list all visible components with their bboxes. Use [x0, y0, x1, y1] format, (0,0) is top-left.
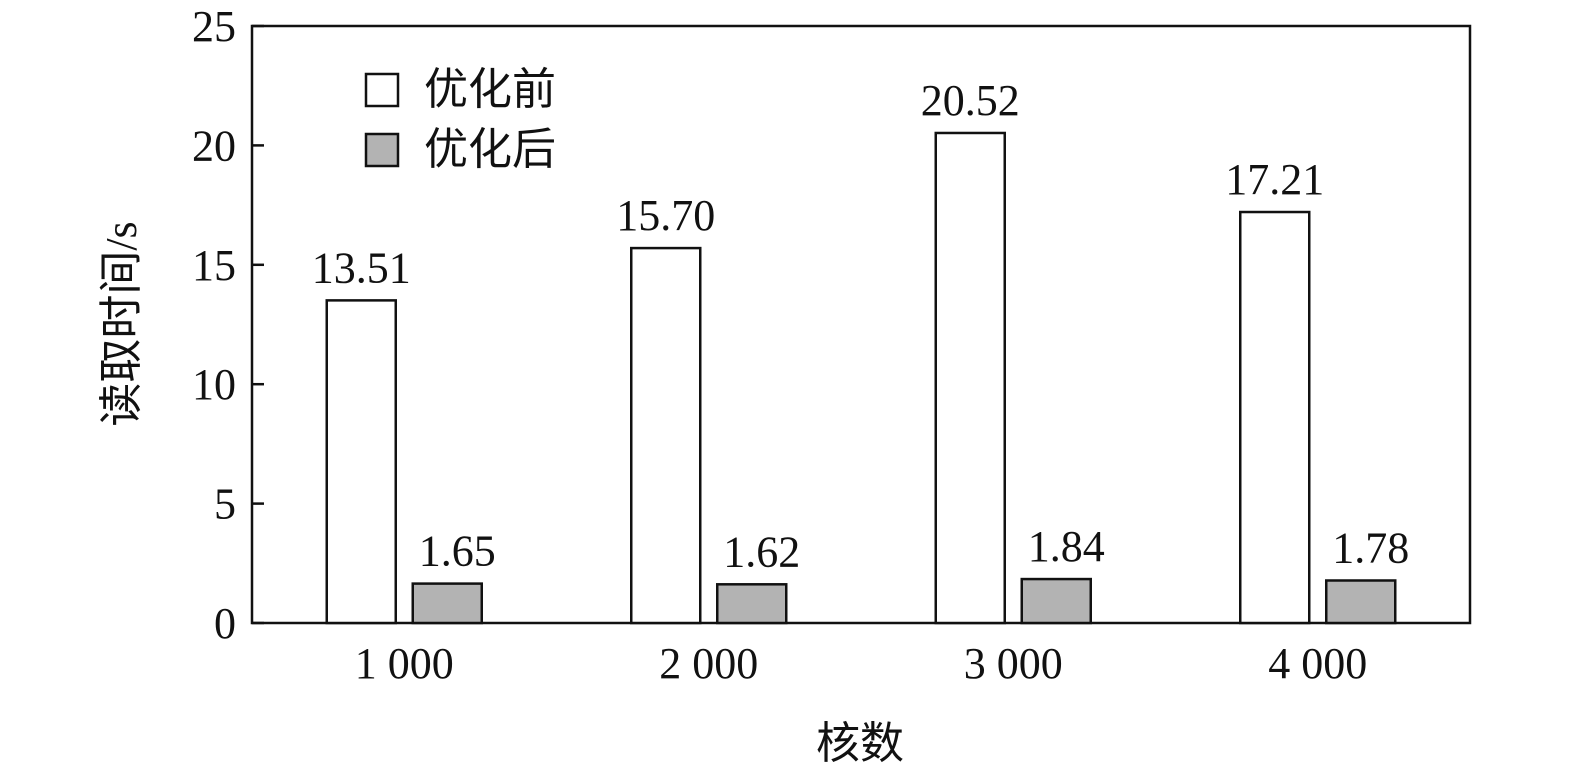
bar-value-label: 17.21 [1225, 155, 1324, 204]
bars [325, 131, 1397, 625]
x-axis-title: 核数 [816, 719, 904, 768]
bar-series-2 [1020, 577, 1092, 625]
x-tick-label: 2 000 [659, 639, 758, 688]
plot-frame [250, 24, 1472, 625]
bar-value-label: 1.84 [1028, 522, 1105, 571]
bar-value-label: 13.51 [312, 243, 411, 292]
bar-series-1 [934, 131, 1006, 625]
bar-series-1 [630, 246, 702, 625]
legend-label: 优化前 [424, 65, 556, 114]
bar-series-2 [411, 582, 483, 625]
legend-swatch [364, 132, 400, 168]
bar-series-2 [716, 583, 788, 625]
bar-value-label: 1.65 [419, 527, 496, 576]
plot-area [250, 24, 1472, 625]
bar-value-label: 15.70 [616, 191, 715, 240]
bar-value-labels: 13.51 15.70 20.52 17.21 1.65 1.62 1.84 1.78 [312, 76, 1410, 576]
bar-series-2 [1325, 579, 1397, 625]
bar-value-label: 1.62 [723, 527, 800, 576]
y-tick-label: 20 [192, 121, 236, 170]
legend-label: 优化后 [424, 125, 556, 174]
y-axis-title: 读取时间/s [97, 221, 146, 426]
bar-value-label: 1.78 [1332, 523, 1409, 572]
bar-value-label: 20.52 [921, 76, 1020, 125]
y-axis: 0 5 10 15 20 25 [192, 2, 264, 648]
x-tick-label: 4 000 [1268, 639, 1367, 688]
x-axis: 1 000 2 000 3 000 4 000 [355, 639, 1368, 688]
bar-series-1 [1239, 210, 1311, 625]
y-tick-label: 10 [192, 360, 236, 409]
y-tick-label: 0 [214, 599, 236, 648]
bar-series-1 [325, 299, 397, 625]
x-tick-label: 3 000 [964, 639, 1063, 688]
x-tick-label: 1 000 [355, 639, 454, 688]
y-tick-label: 5 [214, 480, 236, 529]
legend-swatch [364, 72, 400, 108]
y-tick-label: 25 [192, 2, 236, 51]
y-tick-label: 15 [192, 241, 236, 290]
